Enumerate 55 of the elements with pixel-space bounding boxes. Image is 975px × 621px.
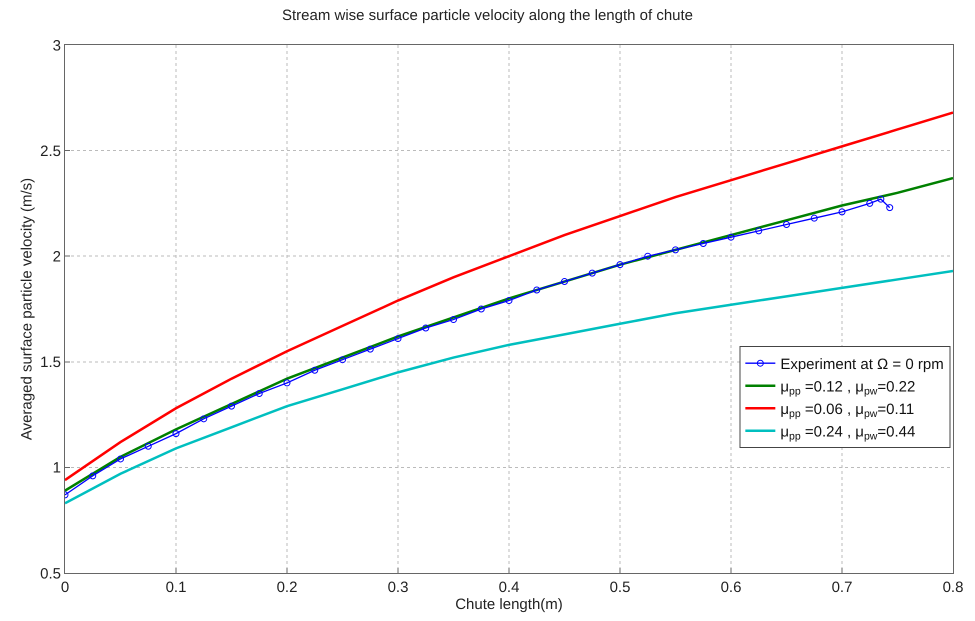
point bbox=[877, 196, 884, 203]
x-tick-label: 0.4 bbox=[498, 579, 520, 596]
point bbox=[533, 286, 540, 294]
point bbox=[728, 234, 734, 241]
line-series bbox=[65, 270, 953, 505]
point bbox=[672, 246, 679, 254]
x-tick-label: 0.1 bbox=[166, 579, 186, 596]
point bbox=[700, 240, 707, 248]
point bbox=[172, 430, 180, 438]
legend-label: μ$_{pp}$ =0.24 , μ$_{pw}$=0.44 bbox=[780, 424, 916, 443]
y-tick-label: 1.5 bbox=[40, 354, 61, 372]
point bbox=[89, 472, 96, 480]
point bbox=[886, 204, 894, 212]
x-tick-label: 0 bbox=[60, 579, 70, 596]
point bbox=[450, 316, 457, 324]
x-tick-label: 0.6 bbox=[720, 579, 742, 596]
point bbox=[311, 366, 318, 374]
point bbox=[117, 455, 124, 462]
y-tick-label: 2 bbox=[52, 248, 61, 266]
y-tick-label: 0.5 bbox=[40, 565, 61, 582]
x-tick-label: 0.8 bbox=[942, 579, 964, 596]
point bbox=[284, 379, 290, 386]
x-tick-label: 0.2 bbox=[276, 579, 298, 596]
point bbox=[478, 306, 485, 312]
point bbox=[506, 297, 512, 304]
y-tick-label: 3 bbox=[52, 37, 61, 54]
point bbox=[755, 227, 762, 234]
point bbox=[228, 402, 235, 410]
x-axis-title: Chute length(m) bbox=[455, 596, 563, 613]
legend-label: Experiment at Ω = 0 rpm bbox=[780, 356, 944, 374]
legend-label: μ$_{pp}$ =0.06 , μ$_{pw}$=0.11 bbox=[780, 401, 914, 420]
point bbox=[339, 356, 346, 364]
point bbox=[644, 252, 652, 260]
point bbox=[561, 278, 568, 286]
point bbox=[422, 324, 430, 332]
y-tick-label: 2.5 bbox=[40, 142, 61, 160]
x-tick-label: 0.7 bbox=[832, 579, 852, 596]
x-tick-label: 0.3 bbox=[388, 579, 408, 596]
point bbox=[783, 221, 790, 228]
point bbox=[256, 390, 263, 397]
point bbox=[366, 346, 374, 353]
point bbox=[144, 442, 152, 450]
point bbox=[838, 208, 846, 216]
legend-label: μ$_{pp}$ =0.12 , μ$_{pw}$=0.22 bbox=[780, 378, 916, 398]
point bbox=[394, 335, 402, 342]
x-tick-label: 0.5 bbox=[610, 579, 630, 596]
point bbox=[200, 415, 208, 422]
y-tick-label: 1 bbox=[52, 460, 61, 477]
line-series bbox=[65, 111, 953, 482]
point bbox=[616, 261, 624, 268]
point bbox=[866, 200, 874, 207]
point bbox=[588, 270, 596, 277]
chart-title: Stream wise surface particle velocity along the length of chute bbox=[282, 6, 694, 24]
y-axis-title: Averaged surface particle velocity (m/s) bbox=[18, 178, 36, 440]
point bbox=[810, 214, 818, 222]
